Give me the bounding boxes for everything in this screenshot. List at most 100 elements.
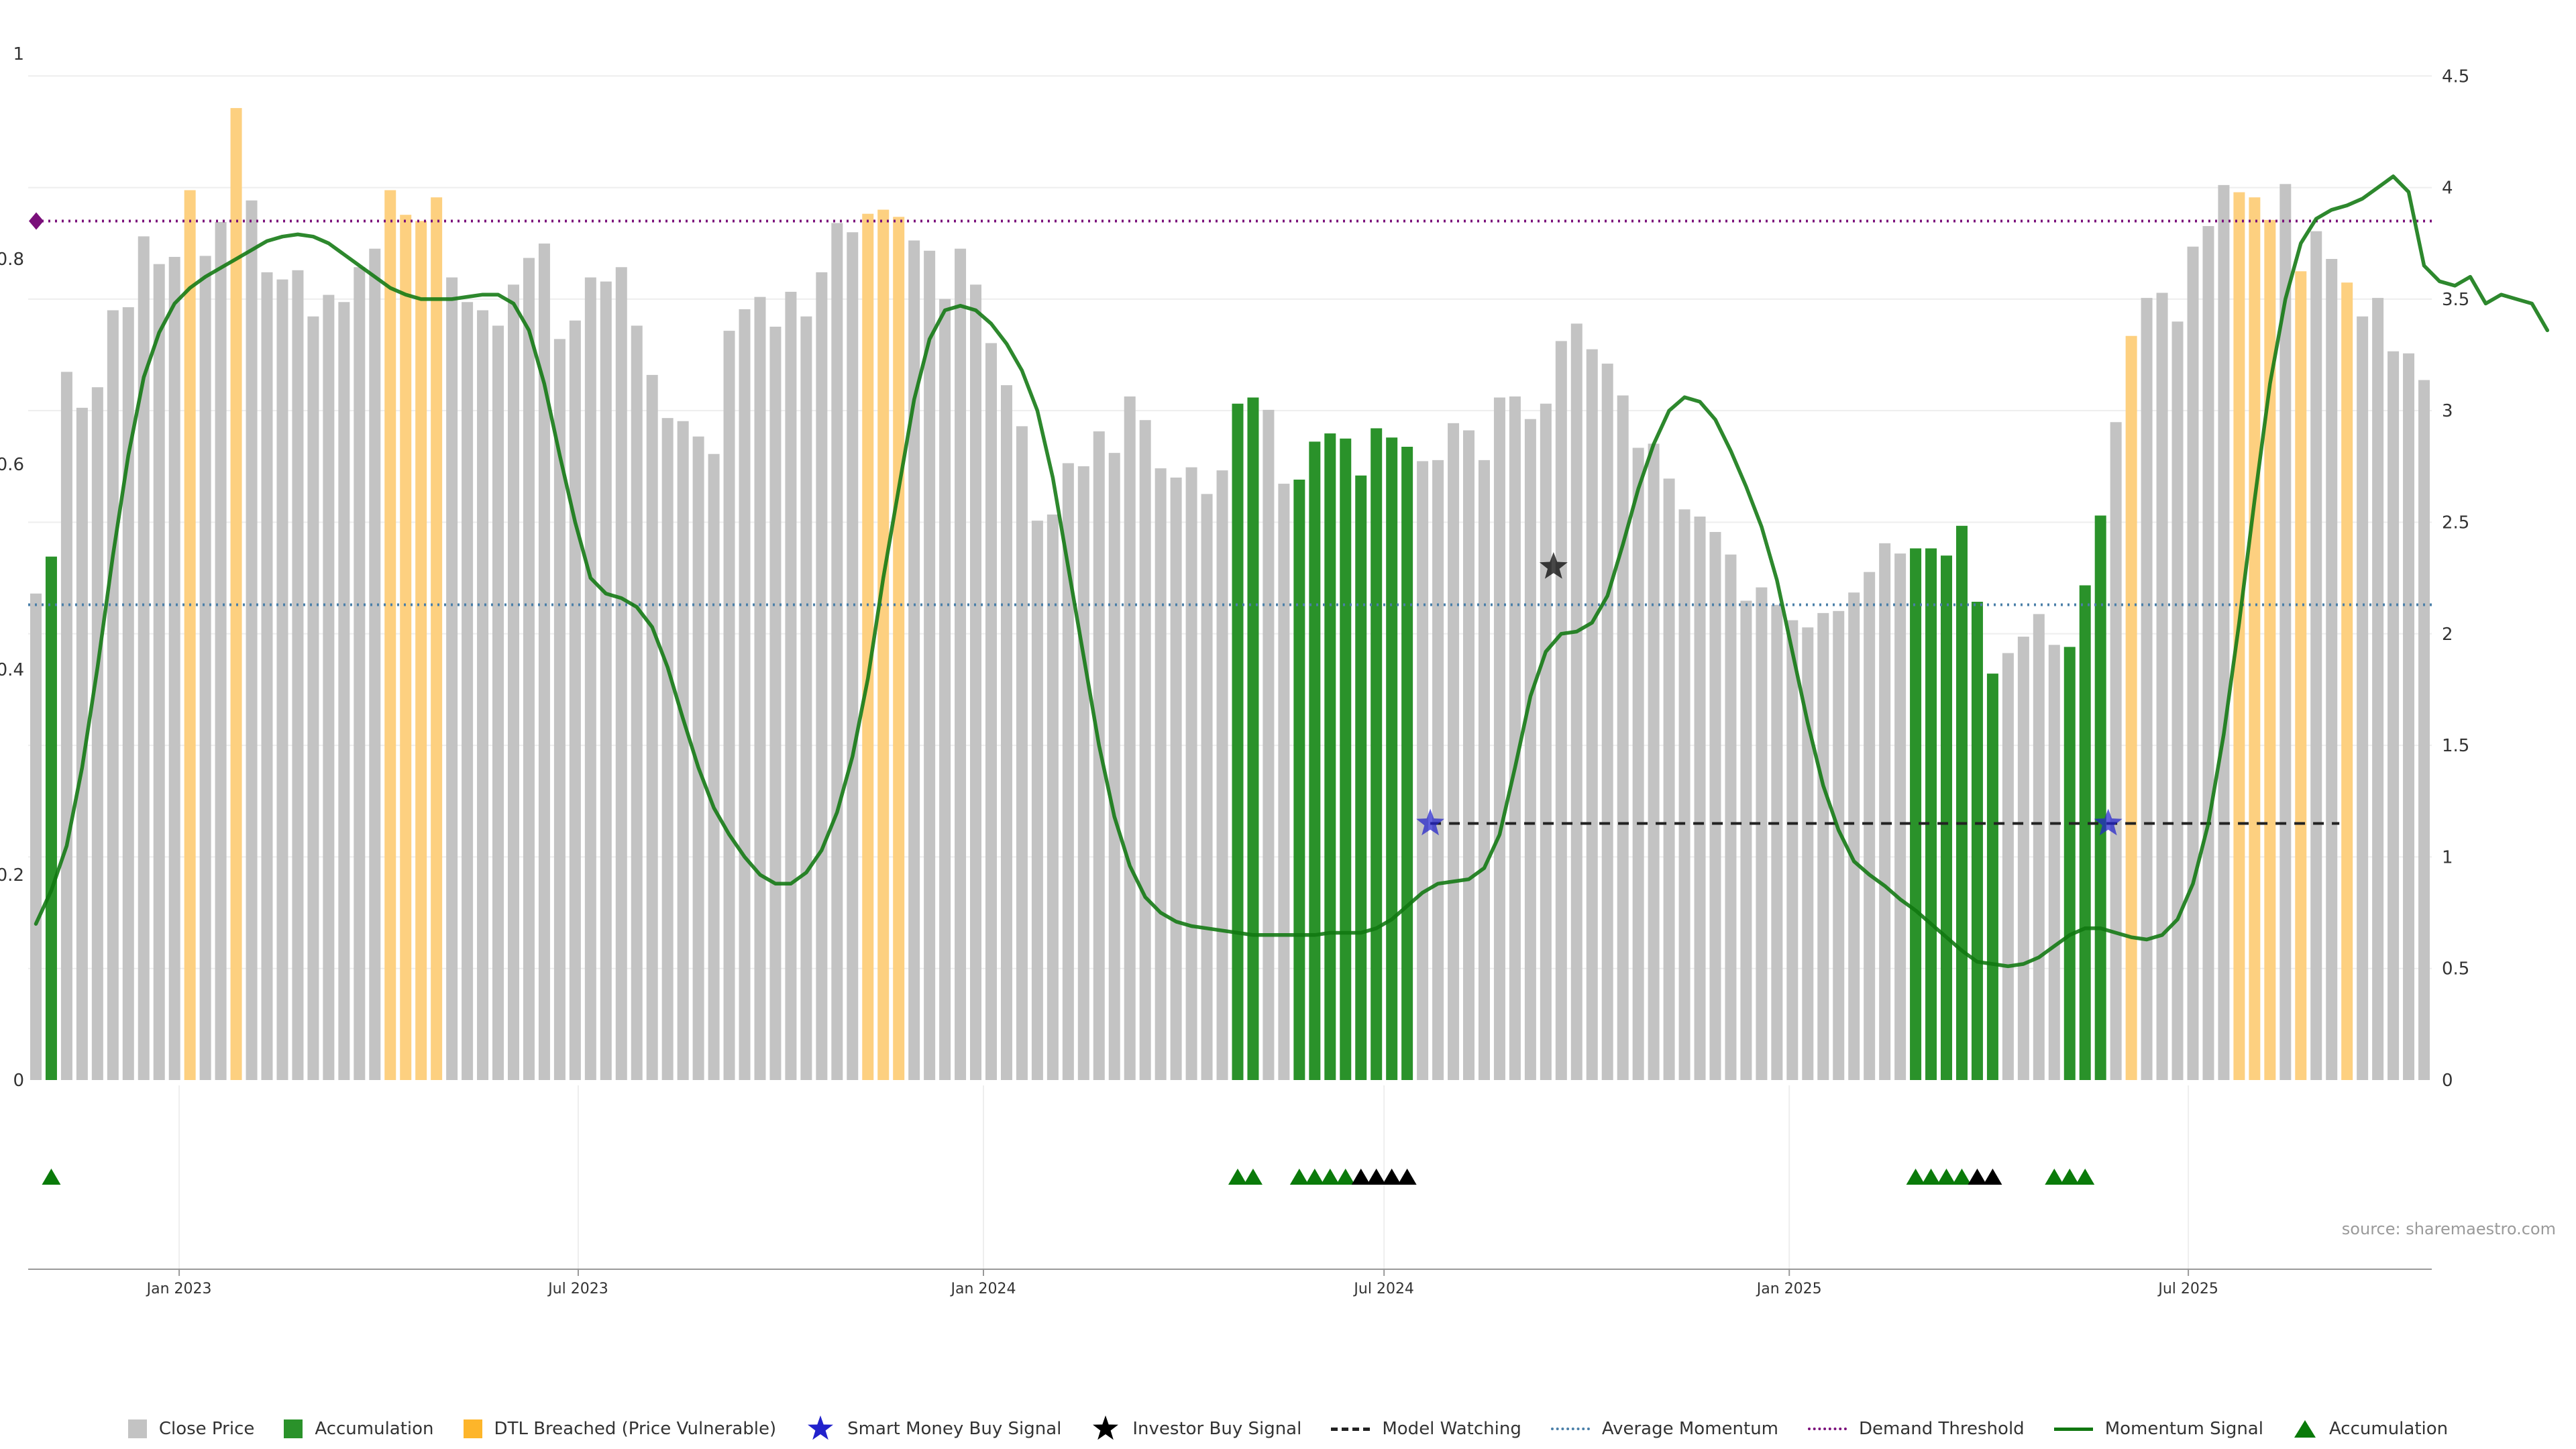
close-price-bar <box>1786 620 1799 1080</box>
close-price-bar <box>615 267 627 1080</box>
legend-item-smart-money: Smart Money Buy Signal <box>806 1414 1061 1444</box>
close-price-bar <box>2357 316 2369 1081</box>
close-price-bar <box>2387 351 2400 1081</box>
right-axis-tick-label: 2 <box>2442 625 2453 645</box>
close-price-bar <box>2218 184 2230 1081</box>
close-price-bar <box>338 302 350 1080</box>
close-price-bar <box>1694 517 1706 1080</box>
left-axis-tick-label: 0.4 <box>0 660 24 680</box>
close-price-bar <box>2326 259 2338 1080</box>
accumulation-bar <box>1925 548 1937 1080</box>
close-price-bar <box>631 325 643 1081</box>
close-price-bar <box>677 421 689 1080</box>
close-price-bar <box>1000 385 1012 1081</box>
close-price-bar <box>2310 231 2322 1081</box>
accumulation-bar <box>1247 397 1259 1080</box>
left-axis-tick-label: 0.8 <box>0 250 24 270</box>
close-price-bar <box>1864 572 1876 1080</box>
legend-line-average-momentum <box>1550 1428 1590 1430</box>
legend-line-momentum-signal <box>2053 1427 2093 1431</box>
close-price-bar <box>800 316 812 1081</box>
right-axis-tick-label: 4 <box>2442 178 2453 199</box>
close-price-bar <box>1848 592 1860 1080</box>
dtl-breached-bar <box>862 213 874 1081</box>
close-price-bar <box>769 326 782 1081</box>
signal-markers <box>1416 552 2123 836</box>
legend-item-accumulation-marker: Accumulation <box>2293 1419 2448 1439</box>
close-price-bar <box>939 299 951 1080</box>
accumulation-triangle <box>1320 1169 1340 1185</box>
legend-label-average-momentum: Average Momentum <box>1601 1419 1779 1439</box>
close-price-bar <box>1093 431 1105 1080</box>
close-price-bar <box>1740 600 1752 1080</box>
close-price-bar <box>538 244 550 1080</box>
dtl-breached-bar <box>230 108 242 1081</box>
close-price-bar <box>569 320 581 1080</box>
close-price-bar <box>1802 627 1814 1080</box>
close-price-bar <box>1570 323 1582 1080</box>
close-price-bar <box>1170 477 1182 1080</box>
investor-buy-star <box>1539 552 1568 579</box>
accumulation-bar <box>2079 585 2091 1080</box>
close-price-bar <box>2033 614 2045 1080</box>
close-price-bar <box>1817 612 1829 1080</box>
close-price-bar <box>970 284 982 1080</box>
close-price-bar <box>2110 422 2122 1080</box>
close-price-bar <box>1478 460 1490 1080</box>
accumulation-panel <box>42 1169 2095 1185</box>
demand-threshold-marker <box>29 212 44 230</box>
close-price-bar <box>1201 494 1213 1080</box>
accumulation-triangle <box>42 1169 61 1185</box>
close-price-bar <box>2048 645 2060 1080</box>
close-price-bar <box>847 232 859 1081</box>
close-price-bar <box>646 374 658 1080</box>
accumulation-bar <box>1941 555 1953 1080</box>
close-price-bar <box>1417 461 1429 1080</box>
close-price-bar <box>1016 426 1028 1080</box>
close-price-bar <box>2171 321 2184 1081</box>
blue-star-icon <box>808 1415 834 1440</box>
accumulation-triangle <box>1243 1169 1263 1185</box>
close-price-bar <box>2002 653 2014 1080</box>
legend-label-close-price: Close Price <box>158 1419 255 1439</box>
right-axis-tick-label: 1 <box>2442 847 2453 867</box>
close-price-bar <box>1448 423 1460 1080</box>
accumulation-triangle <box>1228 1169 1247 1185</box>
x-axis-tick-label: Jul 2025 <box>2157 1281 2218 1297</box>
close-price-bar <box>754 297 766 1080</box>
accumulation-triangle <box>2045 1169 2064 1185</box>
close-price-bar <box>369 248 381 1081</box>
close-price-bar <box>2187 246 2199 1080</box>
accumulation-bar <box>1232 403 1244 1080</box>
legend-item-demand-threshold: Demand Threshold <box>1808 1419 2025 1439</box>
accumulation-bar <box>1309 441 1321 1080</box>
close-price-bar <box>2017 637 2029 1080</box>
close-price-bar <box>199 256 211 1080</box>
close-price-bar <box>1493 397 1505 1080</box>
x-axis-tick-label: Jan 2024 <box>950 1281 1016 1297</box>
accumulation-triangle <box>1906 1169 1925 1185</box>
dtl-breached-bar <box>2341 282 2353 1081</box>
close-price-bar <box>1263 409 1275 1080</box>
left-axis-tick-label: 0.6 <box>0 455 24 475</box>
close-price-bar <box>153 264 165 1080</box>
smart-money-buy-star <box>1416 808 1444 836</box>
accumulation-triangle <box>2076 1169 2095 1185</box>
close-price-bar <box>1678 509 1690 1080</box>
close-price-bar <box>661 418 674 1080</box>
close-price-bar <box>1833 610 1845 1080</box>
accumulation-bar <box>1371 428 1383 1080</box>
close-price-bar <box>1709 531 1721 1080</box>
legend-item-close-price: Close Price <box>127 1419 255 1439</box>
close-price-bar <box>1463 430 1475 1080</box>
legend-label-dtl-breached: DTL Breached (Price Vulnerable) <box>494 1419 777 1439</box>
right-axis-tick-label: 3.5 <box>2442 290 2469 310</box>
right-axis-tick-label: 3 <box>2442 401 2453 421</box>
close-price-bar <box>1108 453 1120 1080</box>
accumulation-triangle <box>1952 1169 1972 1185</box>
accumulation-triangle <box>1937 1169 1956 1185</box>
close-price-bar <box>1432 460 1444 1080</box>
accumulation-triangle <box>1305 1169 1324 1185</box>
close-price-bar <box>924 250 936 1080</box>
